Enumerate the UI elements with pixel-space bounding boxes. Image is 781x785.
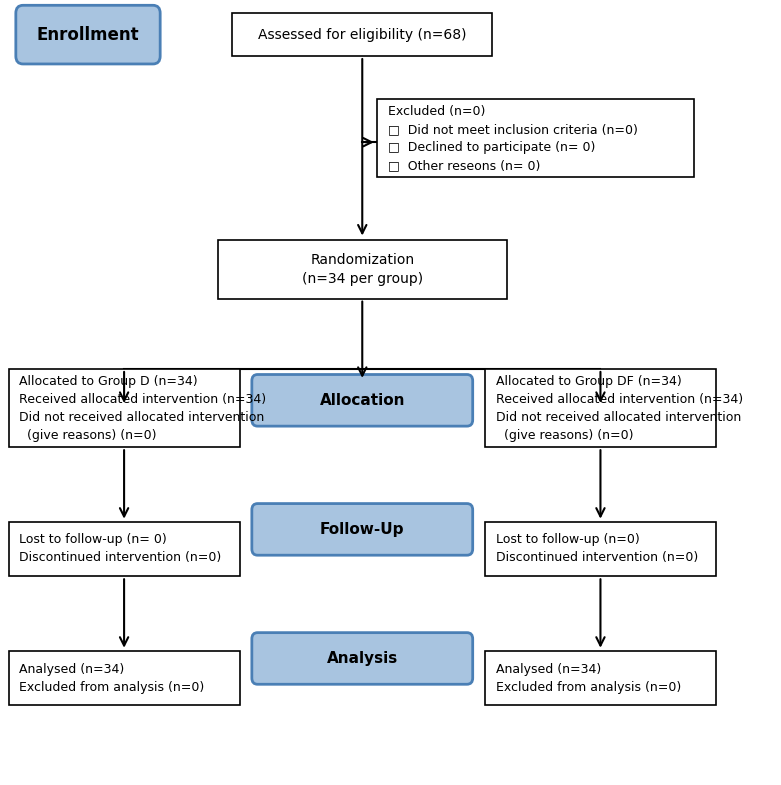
FancyBboxPatch shape xyxy=(16,5,160,64)
FancyBboxPatch shape xyxy=(233,13,492,57)
Text: Assessed for eligibility (n=68): Assessed for eligibility (n=68) xyxy=(258,27,466,42)
FancyBboxPatch shape xyxy=(9,369,240,447)
FancyBboxPatch shape xyxy=(251,374,473,426)
FancyBboxPatch shape xyxy=(376,99,694,177)
Text: Analysis: Analysis xyxy=(326,651,398,666)
Text: Lost to follow-up (n=0)
Discontinued intervention (n=0): Lost to follow-up (n=0) Discontinued int… xyxy=(496,534,698,564)
Text: Allocated to Group DF (n=34)
Received allocated intervention (n=34)
Did not rece: Allocated to Group DF (n=34) Received al… xyxy=(496,374,743,442)
Text: Enrollment: Enrollment xyxy=(37,26,139,44)
Text: Allocated to Group D (n=34)
Received allocated intervention (n=34)
Did not recei: Allocated to Group D (n=34) Received all… xyxy=(20,374,266,442)
Text: Follow-Up: Follow-Up xyxy=(320,522,405,537)
FancyBboxPatch shape xyxy=(9,521,240,576)
Text: Lost to follow-up (n= 0)
Discontinued intervention (n=0): Lost to follow-up (n= 0) Discontinued in… xyxy=(20,534,222,564)
Text: Excluded (n=0)
□  Did not meet inclusion criteria (n=0)
□  Declined to participa: Excluded (n=0) □ Did not meet inclusion … xyxy=(387,104,637,172)
FancyBboxPatch shape xyxy=(218,240,507,298)
FancyBboxPatch shape xyxy=(9,651,240,706)
FancyBboxPatch shape xyxy=(251,633,473,685)
FancyBboxPatch shape xyxy=(251,503,473,555)
FancyBboxPatch shape xyxy=(485,521,716,576)
FancyBboxPatch shape xyxy=(485,651,716,706)
FancyBboxPatch shape xyxy=(485,369,716,447)
Text: Analysed (n=34)
Excluded from analysis (n=0): Analysed (n=34) Excluded from analysis (… xyxy=(496,663,681,693)
Text: Randomization
(n=34 per group): Randomization (n=34 per group) xyxy=(301,253,423,286)
Text: Analysed (n=34)
Excluded from analysis (n=0): Analysed (n=34) Excluded from analysis (… xyxy=(20,663,205,693)
Text: Allocation: Allocation xyxy=(319,392,405,408)
